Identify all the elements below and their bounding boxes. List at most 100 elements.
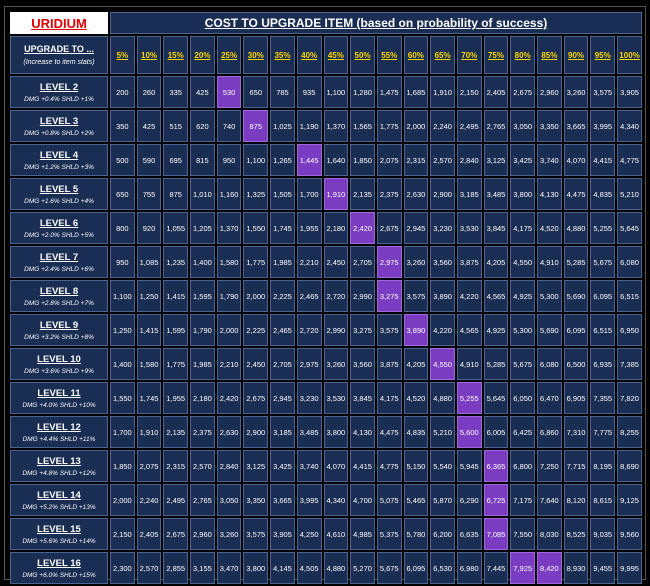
level-row: LEVEL 6 DMG +2.0% SHLD +5% 800 920 1,055 1,20… [10,212,642,244]
cost-cell: 6,860 [537,416,562,448]
level-stats: DMG +3.2% SHLD +8% [24,333,94,341]
cost-cell: 2,135 [350,178,375,210]
cost-cell: 4,250 [296,518,322,550]
cost-cell: 7,715 [563,450,589,482]
cost-cell: 3,575 [590,76,616,108]
cost-cell: 1,745 [270,212,295,244]
cost-cell: 2,135 [163,416,189,448]
cost-cell: 1,550 [110,382,135,414]
column-header: 15% [163,36,189,74]
cost-cell: 3,575 [403,280,429,312]
cost-cell: 8,615 [590,484,616,516]
cost-cell: 3,800 [510,178,535,210]
cost-cell: 1,415 [136,314,162,346]
cost-cell: 4,880 [430,382,455,414]
cost-cell: 1,100 [243,144,269,176]
cost-cell: 755 [136,178,162,210]
cost-cell: 4,925 [483,314,509,346]
cost-cell: 1,370 [323,110,349,142]
level-stats: DMG +2.8% SHLD +7% [24,299,94,307]
cost-cell: 950 [216,144,242,176]
level-stats: DMG +5.6% SHLD +14% [22,537,96,545]
cost-cell: 1,160 [216,178,242,210]
cost-cell: 4,610 [323,518,349,550]
cost-cell: 1,370 [216,212,242,244]
level-row: LEVEL 11 DMG +4.0% SHLD +10% 1,550 1,745 1,9… [10,382,642,414]
cost-cell: 2,900 [243,416,269,448]
cost-cell: 2,420 [350,212,375,244]
cost-cell: 4,175 [510,212,535,244]
column-header: 60% [403,36,429,74]
level-stats: DMG +1.2% SHLD +3% [24,163,94,171]
cost-cell: 1,700 [110,416,135,448]
cost-cell: 6,530 [430,552,455,584]
cost-cell: 4,985 [350,518,375,550]
cost-cell: 4,415 [590,144,616,176]
cost-cell: 8,030 [537,518,562,550]
title-row: URIDIUM COST TO UPGRADE ITEM (based on p… [10,12,642,34]
cost-cell: 2,000 [243,280,269,312]
cost-cell: 9,560 [617,518,642,550]
cost-cell: 5,780 [403,518,429,550]
cost-cell: 7,175 [510,484,535,516]
level-stats: DMG +0.8% SHLD +2% [24,129,94,137]
cost-cell: 5,675 [510,348,535,380]
cost-cell: 1,910 [430,76,455,108]
cost-cell: 3,665 [270,484,295,516]
cost-cell: 3,800 [243,552,269,584]
cost-cell: 2,210 [216,348,242,380]
cost-cell: 2,240 [136,484,162,516]
cost-cell: 335 [163,76,189,108]
level-row: LEVEL 12 DMG +4.4% SHLD +11% 1,700 1,910 2,1… [10,416,642,448]
column-header: 10% [136,36,162,74]
cost-cell: 2,945 [270,382,295,414]
level-stats: DMG +6.0% SHLD +15% [22,571,96,579]
cost-cell: 740 [216,110,242,142]
cost-cell: 1,985 [190,348,215,380]
cost-cell: 5,945 [456,450,482,482]
cost-cell: 7,640 [537,484,562,516]
cost-cell: 8,930 [563,552,589,584]
level-row: LEVEL 16 DMG +6.0% SHLD +15% 2,300 2,570 2,8… [10,552,642,584]
cost-cell: 1,955 [296,212,322,244]
cost-cell: 8,120 [563,484,589,516]
cost-cell: 4,340 [617,110,642,142]
cost-cell: 1,580 [216,246,242,278]
cost-cell: 2,225 [243,314,269,346]
level-name: LEVEL 3 [39,115,79,127]
cost-cell: 1,205 [190,212,215,244]
cost-cell: 515 [163,110,189,142]
level-name: LEVEL 10 [37,353,81,365]
cost-cell: 2,765 [483,110,509,142]
cost-cell: 3,470 [216,552,242,584]
cost-cell: 6,635 [456,518,482,550]
cost-cell: 3,350 [537,110,562,142]
column-header: 70% [456,36,482,74]
cost-cell: 1,790 [190,314,215,346]
cost-cell: 2,405 [483,76,509,108]
column-header: 40% [296,36,322,74]
cost-cell: 6,365 [483,450,509,482]
cost-cell: 4,070 [323,450,349,482]
cost-cell: 4,475 [376,416,402,448]
cost-cell: 2,975 [296,348,322,380]
cost-cell: 5,285 [563,246,589,278]
cost-cell: 4,220 [430,314,455,346]
cost-cell: 3,260 [403,246,429,278]
cost-cell: 9,035 [590,518,616,550]
cost-cell: 7,250 [537,450,562,482]
level-name: LEVEL 11 [37,387,81,399]
cost-cell: 1,100 [323,76,349,108]
cost-cell: 875 [163,178,189,210]
cost-cell: 2,000 [403,110,429,142]
cost-cell: 6,095 [403,552,429,584]
cost-cell: 1,250 [136,280,162,312]
cost-cell: 4,070 [563,144,589,176]
cost-cell: 1,025 [270,110,295,142]
level-cell: LEVEL 13 DMG +4.8% SHLD +12% [10,450,108,482]
cost-cell: 5,210 [430,416,455,448]
cost-cell: 200 [110,76,135,108]
column-header: 50% [350,36,375,74]
cost-cell: 2,375 [376,178,402,210]
